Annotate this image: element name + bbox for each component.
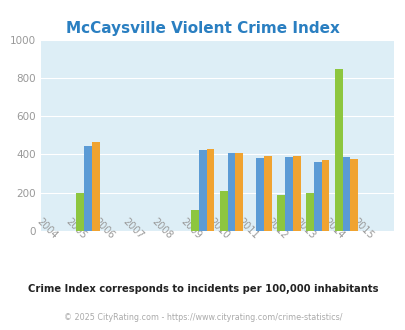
Bar (92, 142, 99, 231)
Bar (227, 153, 235, 231)
Bar (284, 157, 292, 231)
Bar (313, 162, 321, 231)
Bar (256, 158, 264, 231)
Bar (198, 150, 206, 231)
Bar (334, 69, 342, 231)
Bar (264, 156, 271, 231)
Text: McCaysville Violent Crime Index: McCaysville Violent Crime Index (66, 21, 339, 36)
Bar (321, 160, 328, 231)
Bar (292, 156, 300, 231)
Bar (342, 157, 350, 231)
Bar (350, 159, 357, 231)
Bar (235, 153, 243, 231)
Bar (220, 191, 227, 231)
Bar (84, 146, 92, 231)
Bar (76, 193, 84, 231)
Bar (206, 149, 214, 231)
Text: Crime Index corresponds to incidents per 100,000 inhabitants: Crime Index corresponds to incidents per… (28, 284, 377, 294)
Text: © 2025 CityRating.com - https://www.cityrating.com/crime-statistics/: © 2025 CityRating.com - https://www.city… (64, 313, 341, 322)
Bar (191, 210, 198, 231)
Bar (305, 193, 313, 231)
Bar (277, 195, 284, 231)
